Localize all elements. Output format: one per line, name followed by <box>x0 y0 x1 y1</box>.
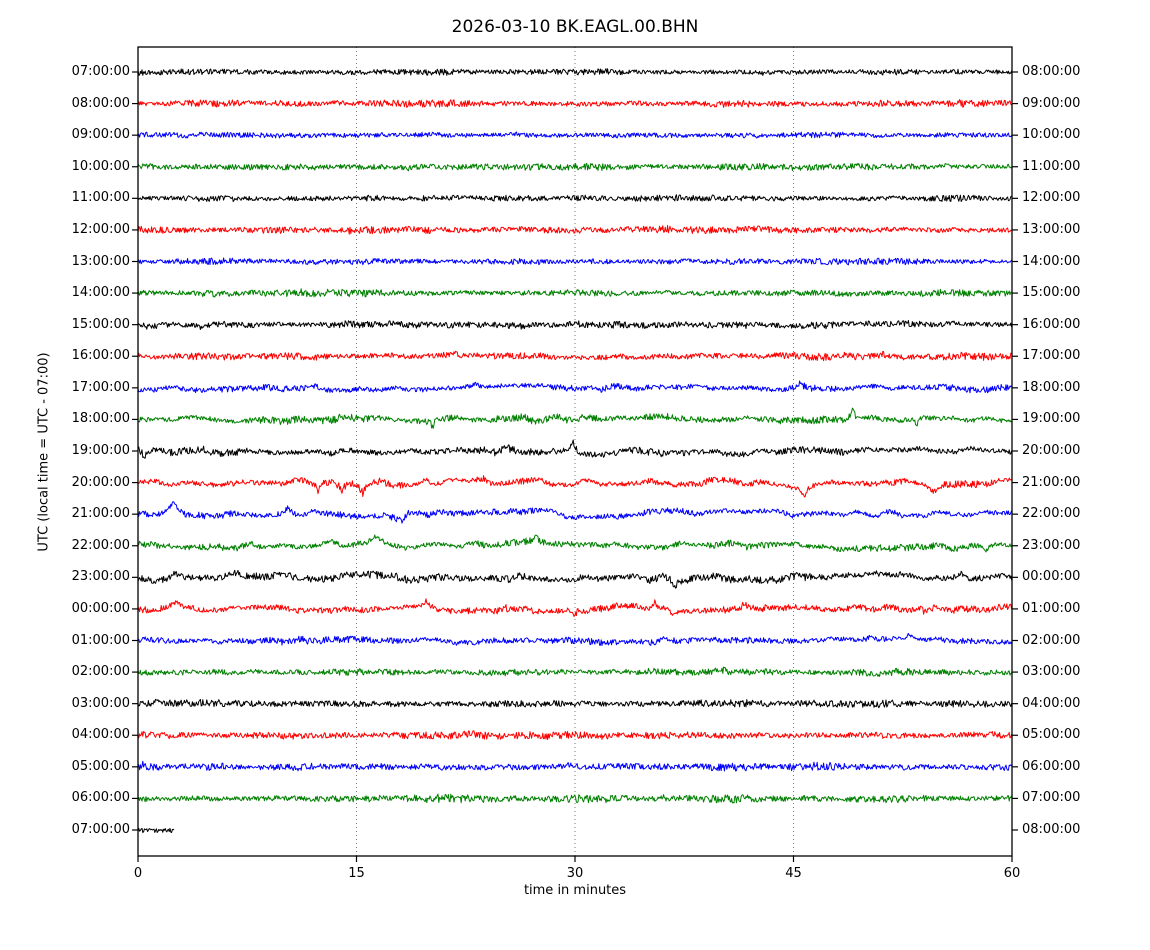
utc-time-label: 02:00:00 <box>71 664 130 680</box>
seismogram-trace-19:00:00 <box>137 439 1013 459</box>
utc-time-label: 10:00:00 <box>71 158 130 174</box>
local-time-label: 04:00:00 <box>1022 695 1081 711</box>
x-tick-label: 45 <box>785 866 802 881</box>
local-time-label: 09:00:00 <box>1022 95 1081 111</box>
seismogram-trace-09:00:00 <box>137 131 1013 139</box>
local-time-label: 07:00:00 <box>1022 790 1081 806</box>
seismogram-trace-21:00:00 <box>137 501 1013 524</box>
utc-time-label: 23:00:00 <box>71 569 130 585</box>
seismogram-trace-07:00:00 <box>137 68 1013 76</box>
seismogram-trace-03:00:00 <box>137 698 1013 709</box>
local-time-label: 19:00:00 <box>1022 411 1081 427</box>
local-time-label: 13:00:00 <box>1022 221 1081 237</box>
seismogram-trace-18:00:00 <box>137 407 1012 429</box>
seismogram-trace-07:00:00 <box>137 827 175 833</box>
utc-time-label: 07:00:00 <box>71 822 130 837</box>
seismogram-trace-22:00:00 <box>137 534 1013 553</box>
seismogram-trace-10:00:00 <box>137 162 1012 172</box>
seismogram-trace-06:00:00 <box>137 793 1013 804</box>
utc-time-label: 11:00:00 <box>71 190 130 206</box>
x-tick-label: 30 <box>566 866 584 881</box>
seismogram-trace-23:00:00 <box>137 569 1013 589</box>
local-time-label: 11:00:00 <box>1022 158 1081 174</box>
utc-time-label: 07:00:00 <box>71 64 130 79</box>
seismogram-trace-13:00:00 <box>137 257 1013 266</box>
local-time-label: 00:00:00 <box>1022 569 1081 585</box>
local-time-label: 06:00:00 <box>1022 758 1081 774</box>
local-time-label: 23:00:00 <box>1022 537 1081 553</box>
local-time-label: 08:00:00 <box>1022 822 1081 837</box>
seismogram-trace-12:00:00 <box>137 224 1012 235</box>
local-time-label: 20:00:00 <box>1022 443 1081 458</box>
utc-time-label: 00:00:00 <box>71 600 130 616</box>
utc-time-label: 06:00:00 <box>71 790 130 806</box>
x-tick-label: 0 <box>133 866 143 881</box>
local-time-label: 21:00:00 <box>1022 474 1081 490</box>
seismogram-trace-20:00:00 <box>137 475 1012 498</box>
local-time-label: 17:00:00 <box>1022 348 1081 364</box>
local-time-label: 10:00:00 <box>1022 127 1081 143</box>
utc-time-label: 04:00:00 <box>71 727 130 743</box>
local-time-label: 18:00:00 <box>1022 379 1081 395</box>
local-time-label: 02:00:00 <box>1022 632 1081 648</box>
utc-time-label: 03:00:00 <box>71 695 130 711</box>
seismogram-trace-17:00:00 <box>137 380 1013 394</box>
x-axis-label: time in minutes <box>523 883 627 898</box>
utc-time-label: 08:00:00 <box>71 95 130 111</box>
utc-time-label: 14:00:00 <box>71 285 130 301</box>
seismogram-trace-16:00:00 <box>137 350 1012 362</box>
local-time-label: 22:00:00 <box>1022 506 1081 522</box>
utc-time-label: 13:00:00 <box>71 253 130 269</box>
utc-time-label: 21:00:00 <box>71 506 130 522</box>
utc-time-label: 15:00:00 <box>71 316 130 332</box>
x-tick-label: 60 <box>1003 866 1021 881</box>
utc-time-label: 22:00:00 <box>71 537 130 553</box>
seismogram-trace-01:00:00 <box>137 632 1013 646</box>
utc-time-label: 18:00:00 <box>71 411 130 427</box>
seismogram-trace-14:00:00 <box>137 288 1012 298</box>
chart-title: 2026-03-10 BK.EAGL.00.BHN <box>451 17 699 37</box>
seismogram-trace-05:00:00 <box>137 760 1013 772</box>
utc-time-label: 19:00:00 <box>71 443 130 458</box>
utc-time-label: 01:00:00 <box>71 632 130 648</box>
local-time-label: 01:00:00 <box>1022 600 1081 616</box>
seismogram-trace-15:00:00 <box>137 320 1013 330</box>
local-time-label: 15:00:00 <box>1022 285 1081 301</box>
x-tick-label: 15 <box>348 866 365 881</box>
utc-time-label: 17:00:00 <box>71 379 130 395</box>
seismogram-trace-08:00:00 <box>137 99 1012 108</box>
utc-time-label: 05:00:00 <box>71 758 130 774</box>
local-time-label: 14:00:00 <box>1022 253 1081 269</box>
local-time-label: 12:00:00 <box>1022 190 1081 206</box>
local-time-label: 03:00:00 <box>1022 664 1081 680</box>
local-time-label: 08:00:00 <box>1022 64 1081 79</box>
seismogram-trace-02:00:00 <box>137 666 1012 677</box>
seismogram-trace-00:00:00 <box>137 598 1013 617</box>
utc-time-label: 09:00:00 <box>71 127 130 143</box>
utc-time-label: 16:00:00 <box>71 348 130 364</box>
utc-time-label: 20:00:00 <box>71 474 130 490</box>
local-time-label: 16:00:00 <box>1022 316 1081 332</box>
utc-time-label: 12:00:00 <box>71 221 130 237</box>
seismogram-trace-04:00:00 <box>137 730 1013 740</box>
local-time-label: 05:00:00 <box>1022 727 1081 743</box>
seismogram-trace-11:00:00 <box>137 194 1012 203</box>
